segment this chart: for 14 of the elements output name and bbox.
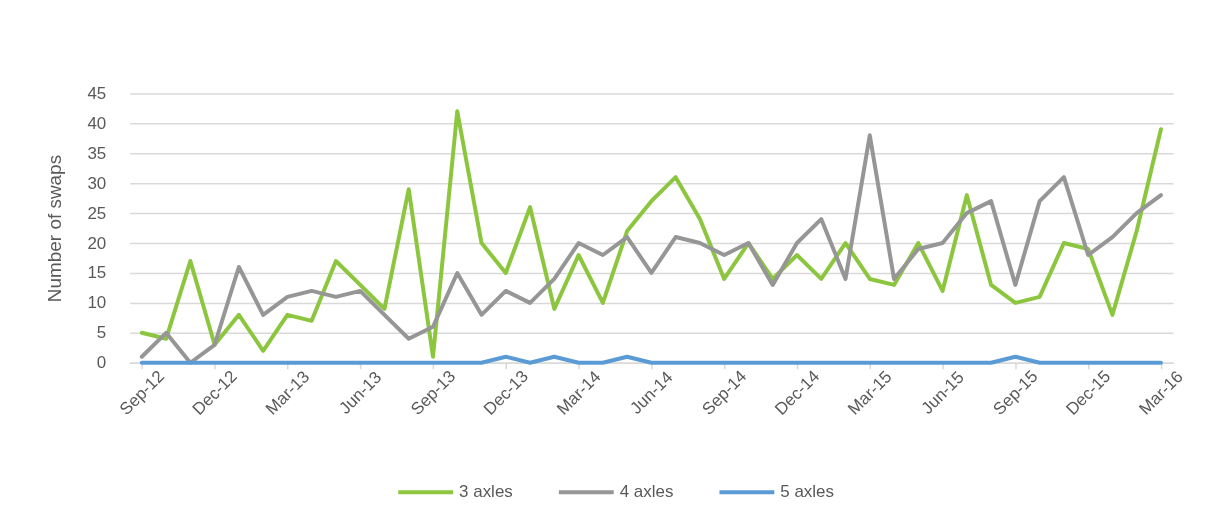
y-tick-label: 15 [87,263,107,283]
y-tick-label: 5 [96,323,107,343]
legend-label: 4 axles [619,482,674,502]
legend-label: 3 axles [459,482,513,502]
y-axis-title: Number of swaps [44,154,66,303]
legend-label: 5 axles [780,482,834,502]
y-tick-label: 0 [96,353,107,373]
y-tick-label: 10 [87,293,107,313]
y-tick-label: 20 [87,233,107,253]
y-tick-label: 25 [87,203,107,223]
y-tick-label: 40 [87,113,107,133]
y-tick-label: 35 [87,143,107,163]
y-tick-label: 45 [87,83,107,103]
y-tick-label: 30 [87,173,107,193]
